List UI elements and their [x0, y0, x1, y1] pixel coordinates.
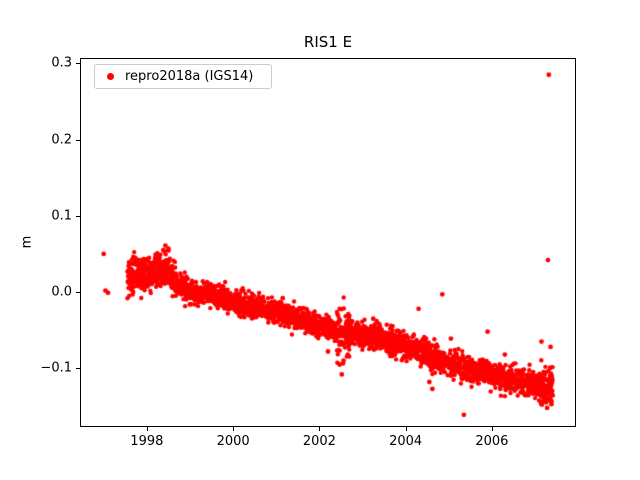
chart-title: RIS1 E — [303, 33, 353, 51]
legend: repro2018a (IGS14) — [94, 64, 273, 89]
x-tick-mark — [319, 427, 321, 431]
y-tick-mark — [76, 292, 80, 294]
y-tick-mark — [76, 139, 80, 141]
x-tick-label: 2000 — [216, 434, 250, 449]
y-tick-label: 0.1 — [51, 208, 72, 224]
y-axis-label: m — [19, 235, 35, 249]
legend-marker-icon — [107, 73, 114, 80]
x-tick-mark — [146, 427, 148, 431]
x-tick-mark — [491, 427, 493, 431]
y-tick-mark — [76, 368, 80, 370]
y-tick-mark — [76, 63, 80, 65]
x-tick-label: 1998 — [130, 434, 164, 449]
x-tick-mark — [405, 427, 407, 431]
legend-label: repro2018a (IGS14) — [125, 69, 254, 84]
y-tick-label: −0.1 — [40, 360, 72, 376]
y-tick-label: 0.2 — [51, 132, 72, 148]
x-tick-label: 2002 — [302, 434, 336, 449]
x-tick-label: 2006 — [475, 434, 509, 449]
y-tick-label: 0.3 — [51, 55, 72, 71]
y-tick-mark — [76, 215, 80, 217]
x-tick-mark — [233, 427, 235, 431]
x-tick-label: 2004 — [389, 434, 423, 449]
y-tick-label: 0.0 — [51, 284, 72, 300]
scatter-points-canvas — [80, 58, 576, 427]
